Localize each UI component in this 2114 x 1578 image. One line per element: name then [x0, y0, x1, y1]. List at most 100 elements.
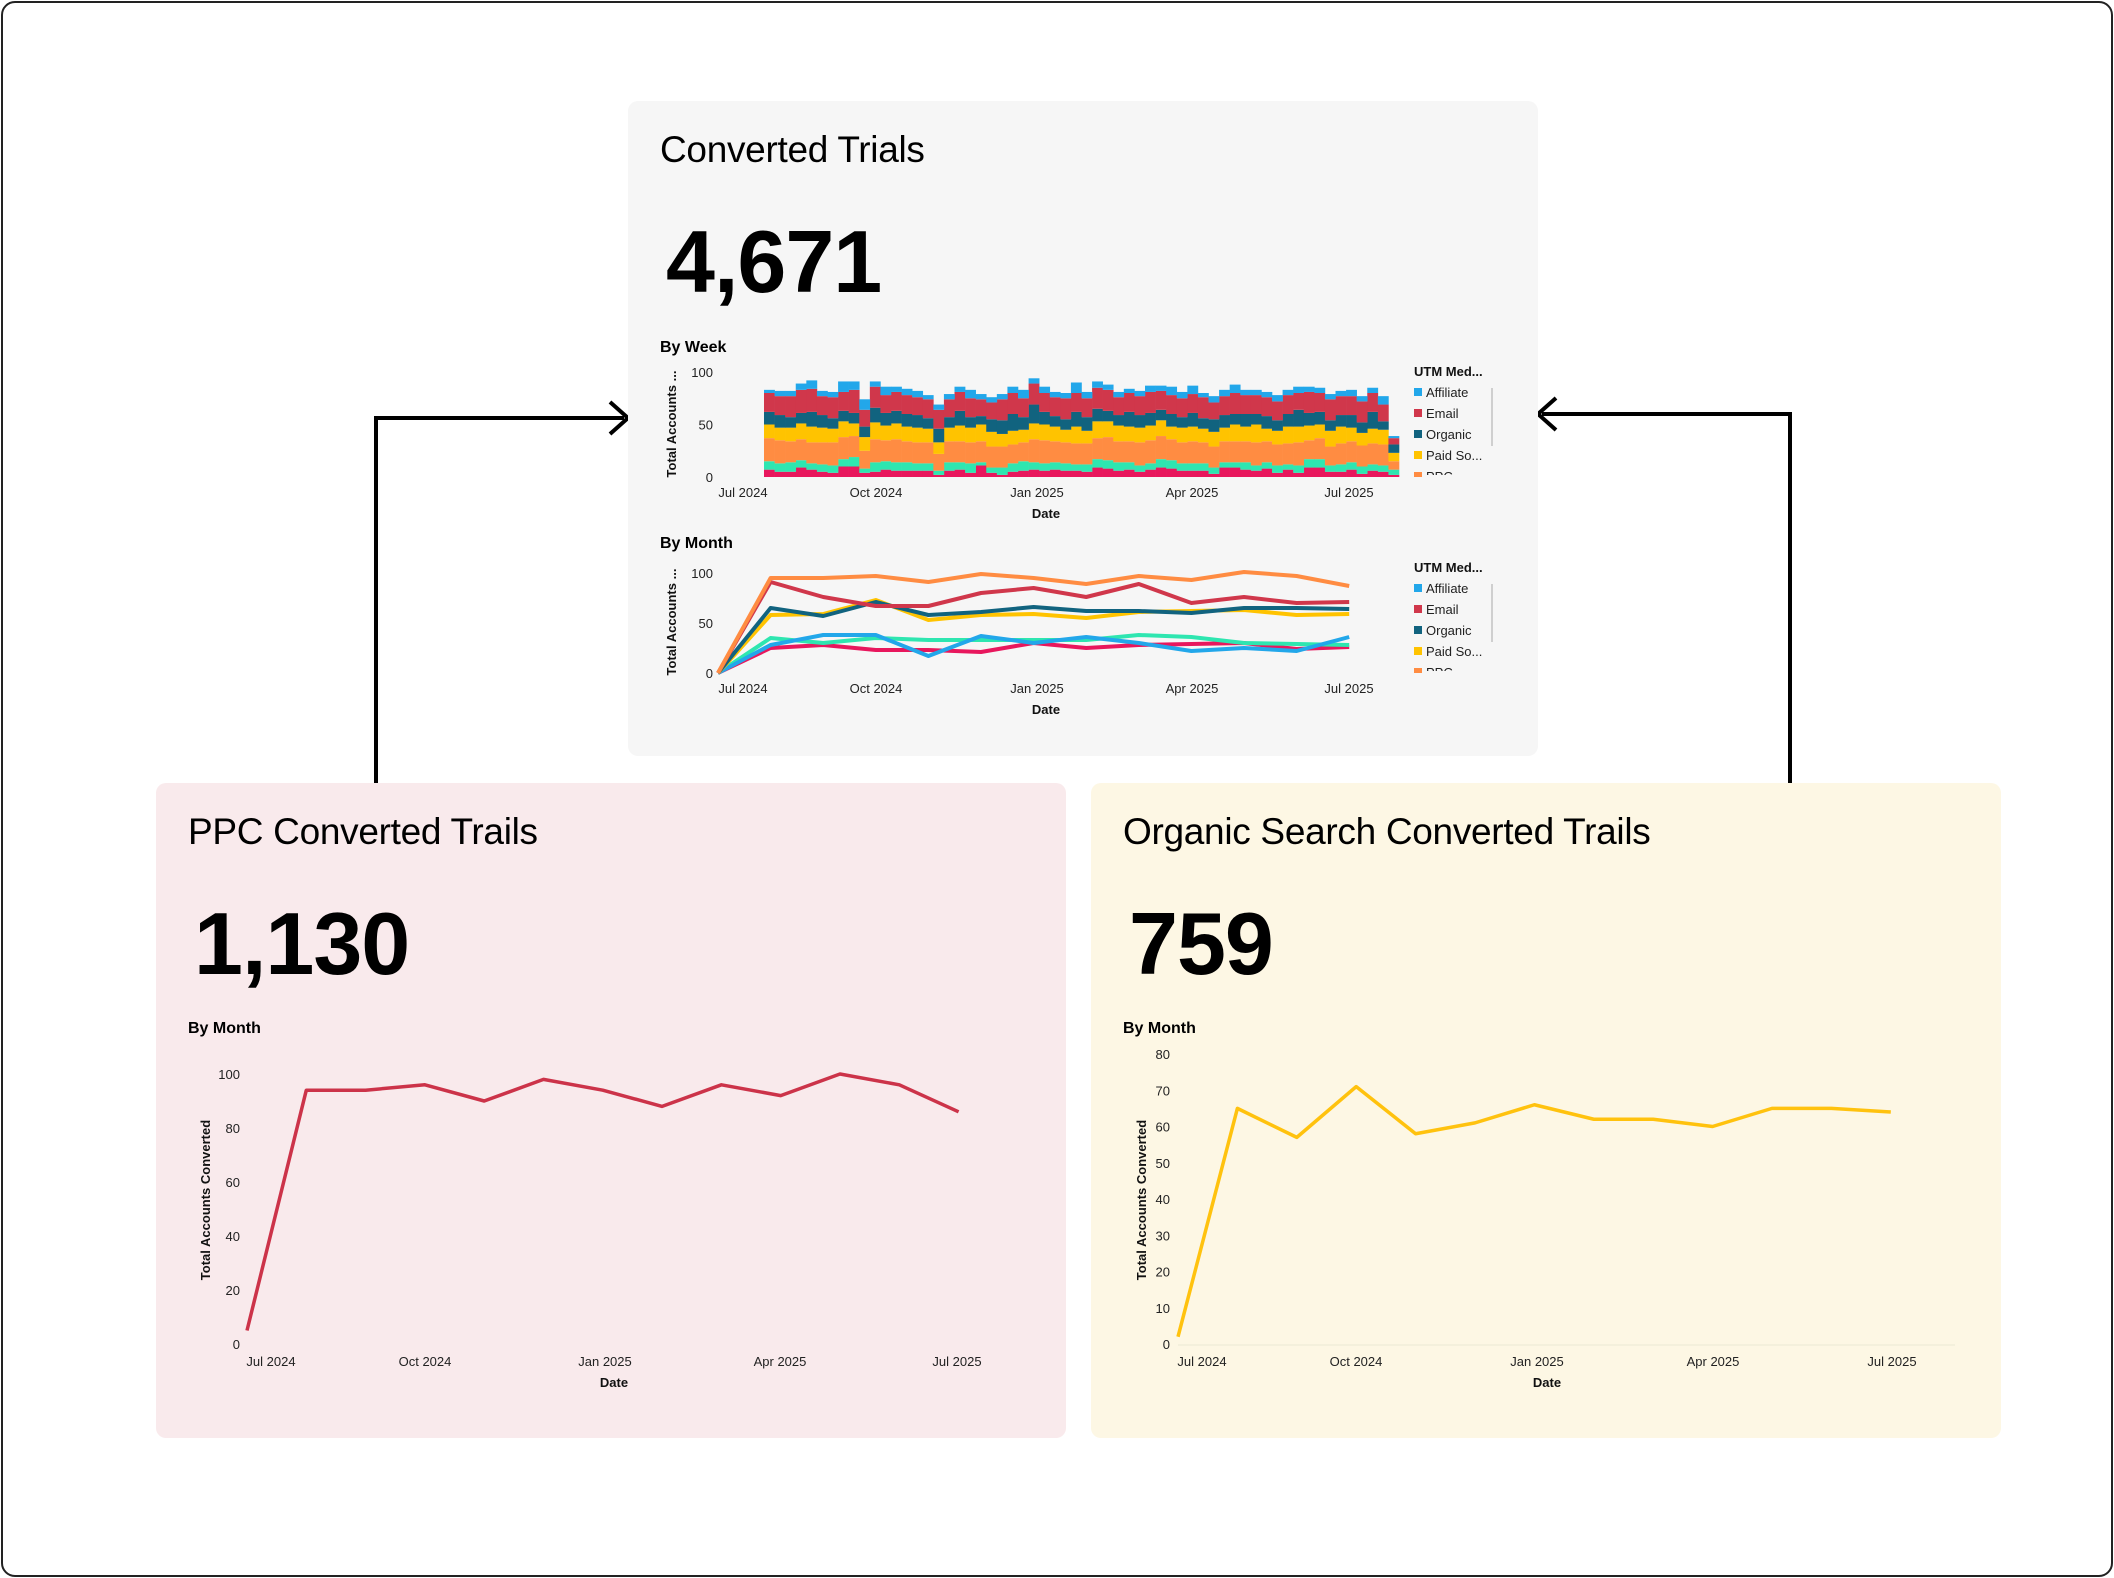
- bar-segment: [996, 474, 1008, 477]
- bar-segment: [1092, 467, 1103, 477]
- bar-segment: [1049, 391, 1061, 398]
- y-tick-label: 50: [699, 616, 713, 631]
- bar-segment: [965, 442, 976, 464]
- x-axis-title: Date: [1032, 506, 1060, 521]
- bar-segment: [1314, 459, 1326, 468]
- bar-segment: [1028, 423, 1040, 440]
- bar-segment: [1187, 426, 1199, 442]
- bar-segment: [1367, 387, 1379, 393]
- bar-segment: [912, 470, 924, 477]
- bar-segment: [954, 391, 966, 411]
- bar-segment: [912, 415, 924, 428]
- legend-swatch: [1414, 409, 1422, 417]
- bar-segment: [838, 391, 849, 411]
- bar-segment: [1324, 446, 1336, 466]
- bar-segment: [1314, 393, 1326, 412]
- bar-segment: [1303, 386, 1315, 392]
- x-tick-label: Jul 2024: [246, 1354, 295, 1369]
- bar-segment: [986, 419, 998, 432]
- bar-segment: [1229, 414, 1241, 425]
- y-tick-label: 50: [699, 418, 713, 433]
- bar-segment: [1060, 463, 1072, 471]
- bar-segment: [806, 463, 818, 470]
- bar-segment: [1282, 426, 1294, 444]
- bar-segment: [986, 446, 998, 468]
- bar-segment: [1377, 471, 1389, 477]
- bar-segment: [965, 389, 976, 399]
- y-tick-label: 70: [1156, 1083, 1170, 1098]
- bar-segment: [1388, 461, 1400, 470]
- bar-segment: [816, 390, 828, 397]
- bar-segment: [1166, 439, 1178, 461]
- bar-segment: [1123, 411, 1135, 427]
- bar-segment: [943, 394, 955, 400]
- bar-segment: [1155, 385, 1167, 391]
- bar-segment: [1049, 426, 1061, 442]
- bar-segment: [1272, 401, 1283, 421]
- bar-segment: [1113, 425, 1125, 442]
- bar-segment: [1145, 391, 1156, 413]
- bar-segment: [1155, 459, 1167, 468]
- bar-segment: [1208, 396, 1220, 403]
- bar-segment: [1007, 463, 1019, 472]
- bar-segment: [848, 389, 860, 413]
- bar-segment: [891, 439, 902, 463]
- bar-segment: [869, 439, 881, 463]
- bar-segment: [1187, 412, 1199, 427]
- bar-segment: [1250, 465, 1262, 471]
- bar-segment: [1187, 441, 1199, 464]
- bar-segment: [1229, 467, 1241, 477]
- bar-segment: [933, 442, 945, 454]
- y-axis-title: Total Accounts ...: [664, 371, 679, 478]
- series-line: [1176, 1084, 1891, 1338]
- bar-segment: [806, 380, 818, 389]
- bar-segment: [1261, 462, 1273, 469]
- bar-segment: [1377, 421, 1389, 430]
- bar-segment: [965, 463, 976, 473]
- bar-segment: [1081, 430, 1093, 444]
- bar-segment: [1346, 389, 1357, 397]
- y-tick-label: 60: [226, 1175, 240, 1190]
- bar-segment: [933, 453, 945, 471]
- bar-segment: [1208, 402, 1220, 420]
- legend-scrollbar[interactable]: [1491, 584, 1493, 642]
- bar-segment: [1018, 389, 1029, 399]
- arrow-right: [1542, 412, 1792, 783]
- bar-segment: [880, 425, 892, 441]
- bar-segment: [965, 417, 976, 428]
- bar-segment: [1166, 414, 1178, 427]
- bar-segment: [1240, 426, 1252, 442]
- bar-segment: [764, 438, 775, 462]
- bar-segment: [859, 409, 871, 427]
- bar-segment: [1123, 469, 1135, 477]
- bar-segment: [1039, 440, 1051, 464]
- legend-scrollbar[interactable]: [1491, 388, 1493, 446]
- bar-segment: [1166, 460, 1178, 469]
- bar-segment: [1282, 389, 1294, 396]
- bar-segment: [1134, 442, 1146, 466]
- legend-item: Organic: [1426, 427, 1472, 442]
- bar-segment: [848, 423, 860, 437]
- bar-segment: [933, 474, 945, 477]
- bar-segment: [869, 381, 881, 387]
- bar-segment: [922, 399, 934, 419]
- legend-item: Paid So...: [1426, 644, 1482, 659]
- x-tick-label: Jan 2025: [578, 1354, 632, 1369]
- bar-segment: [1282, 395, 1294, 414]
- bar-segment: [996, 399, 1008, 421]
- bar-segment: [1028, 469, 1040, 477]
- legend-item: PPC: [1426, 665, 1453, 680]
- bar-segment: [912, 442, 924, 464]
- bar-segment: [1134, 465, 1146, 472]
- bar-segment: [1324, 430, 1336, 447]
- bar-segment: [774, 427, 786, 441]
- legend-swatch: [1414, 605, 1422, 613]
- bar-segment: [1007, 430, 1019, 445]
- bar-segment: [1092, 408, 1103, 422]
- bar-segment: [785, 396, 797, 418]
- bar-segment: [1250, 414, 1262, 425]
- bar-segment: [1123, 462, 1135, 470]
- bar-segment: [1208, 419, 1220, 432]
- x-axis-title: Date: [600, 1375, 628, 1390]
- bar-segment: [901, 470, 913, 477]
